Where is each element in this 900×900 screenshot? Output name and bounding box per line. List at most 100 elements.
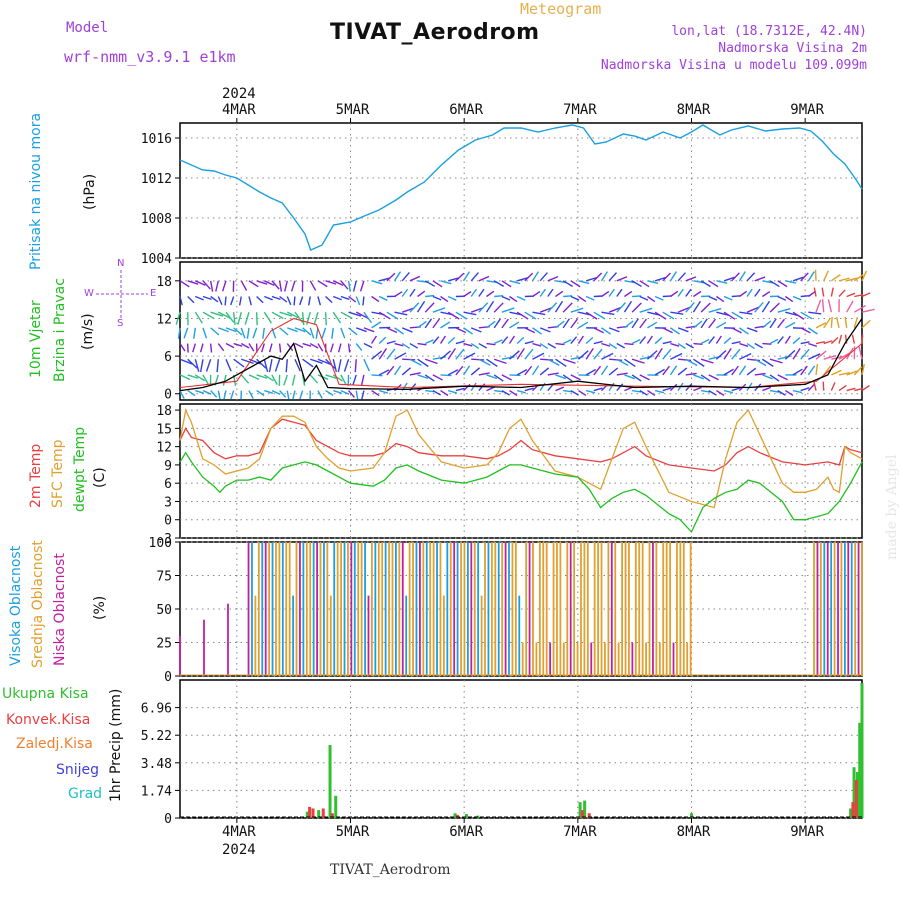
wind-barb [547,288,554,297]
wind-barb [278,280,283,292]
wind-barb [179,280,190,288]
wind-barb [654,311,667,320]
wind-barb [631,358,645,364]
wind-barb [723,389,733,394]
wind-barb [363,358,370,372]
wind-barb [555,374,567,380]
wind-barb [394,352,407,360]
wind-barb [194,359,200,372]
wind-barb [432,280,443,288]
wind-barb [762,342,772,345]
wind-barb [524,311,537,320]
precip-snow-label: Snijeg [56,762,100,778]
wind-barb [700,280,711,288]
wind-barb [455,311,468,320]
wind-barb [409,358,422,366]
wind-barb [524,327,536,334]
wind-barb [386,348,396,360]
wind-barb [731,341,741,345]
wind-barb [378,295,388,301]
wind-barb [539,342,549,350]
footer-station: TIVAT_Aerodrom [330,862,451,878]
wind-barb [861,384,870,392]
wind-barb [354,359,357,373]
wind-barb [570,374,581,381]
wind-barb [293,296,296,306]
wind-barb [424,358,438,365]
wind-barb [677,367,688,376]
wind-barb [370,335,378,344]
y-tick-label: 18 [156,275,172,290]
wind-barb [462,365,471,376]
wind-barb [808,353,821,360]
wind-barb [700,374,711,382]
wind-barb [202,295,212,301]
y-tick-label: 1008 [141,212,172,227]
wind-barb [352,374,357,386]
model-altitude-label: Nadmorska Visina u modelu 109.099m [600,58,867,73]
wind-barb [654,368,665,376]
wind-barb [784,335,791,344]
wind-barb [808,342,818,348]
wind-barb [486,290,495,298]
compass-n: N [117,258,125,269]
wind-barb [593,365,602,376]
wind-barb [371,321,382,329]
compass-w: W [84,288,94,299]
wind-barb [830,287,834,297]
wind-barb [470,367,481,376]
dewpt-label: dewpt Temp [72,426,88,512]
wind-barb [501,389,510,396]
y-tick-label: 1004 [141,252,172,267]
wind-barb [693,290,702,298]
wind-barb [494,295,504,298]
wind-barb [762,374,773,380]
wind-barb [585,389,596,394]
wind-barb [256,390,265,397]
wind-barb [232,312,236,326]
wind-barb [486,342,496,346]
wind-barb [355,296,361,306]
wind-barb [746,288,753,297]
wind-barb [646,350,658,360]
precip-bar [690,813,693,818]
wind-barb [470,342,480,350]
precip-bar [305,811,309,818]
wind-barb [324,312,327,326]
wind-barb [222,374,227,386]
x-tick-label-top: 4MAR [222,102,256,118]
wind-barb [708,336,715,344]
wind-barb [478,275,490,282]
wind-barb [792,368,803,376]
wind-barb [221,280,227,292]
wind-barb [524,340,534,345]
wind-barb [299,390,304,400]
wind-barb [347,343,351,353]
wind-barb [217,390,221,400]
x-tick-label-bottom: 4MAR [222,824,256,840]
wind-barb [585,295,595,301]
wind-barb [268,343,273,353]
year-label-top: 2024 [222,86,256,102]
y-tick-label: 6 [164,477,172,492]
wind-barb [417,290,426,298]
wind-barb [432,336,440,345]
wind-barb [309,342,319,349]
wind-barb [333,295,342,301]
wind-barb [210,295,219,303]
wind-barb [283,374,288,386]
x-tick-label-bottom: 7MAR [563,824,597,840]
wind-barb [447,336,456,345]
wind-barb [838,277,850,282]
wind-barb [547,302,558,313]
wind-barb [463,352,476,360]
wind-barb [409,342,419,349]
wind-barb [616,383,624,392]
wind-barb [478,372,490,376]
wind-barb [623,300,633,313]
wind-barb [792,347,801,360]
wind-barb [379,277,391,282]
wind-barb [831,369,842,376]
wind-barb [241,358,254,365]
wind-barb [343,359,350,372]
